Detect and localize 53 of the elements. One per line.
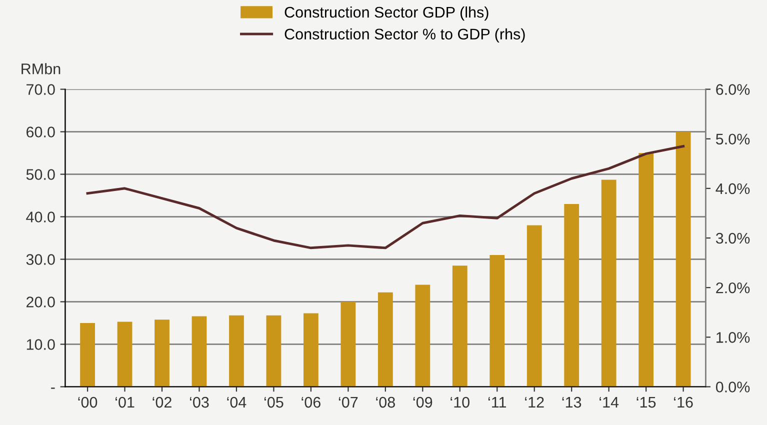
y2-tick-label: 4.0% — [716, 183, 750, 194]
x-tick-label: ‘14 — [600, 397, 619, 408]
x-tick-label: ‘12 — [525, 396, 544, 408]
y-tick-label: 60.0 — [26, 126, 55, 138]
x-tick-label: ‘01 — [116, 396, 134, 408]
bar — [117, 322, 132, 387]
legend-label: Construction Sector % to GDP (rhs) — [284, 28, 525, 43]
x-tick-label: ‘07 — [338, 396, 358, 408]
bar — [490, 255, 505, 387]
y-tick-label: 40.0 — [26, 212, 55, 222]
y2-tick-label: 3.0% — [716, 232, 750, 244]
y2-tick-label: 1.0% — [716, 332, 750, 343]
x-tick-label: ‘15 — [636, 397, 656, 408]
bar — [266, 315, 282, 387]
bar — [452, 266, 468, 387]
bar — [564, 204, 580, 387]
bar — [340, 302, 356, 387]
y2-tick-label: 5.0% — [716, 134, 750, 145]
y-axis-title: RMbn — [22, 63, 60, 74]
x-tick-label: ‘06 — [302, 396, 320, 408]
x-tick-label: ‘11 — [488, 397, 506, 408]
y-tick-label: 20.0 — [26, 296, 55, 308]
legend-label: Construction Sector GDP (lhs) — [284, 6, 488, 21]
bar — [229, 315, 244, 387]
x-tick-label: ‘16 — [674, 396, 693, 408]
y-tick-label: 30.0 — [26, 254, 55, 265]
y-tick-label: - — [51, 388, 55, 389]
line-series — [86, 145, 685, 250]
x-tick-label: ‘00 — [78, 396, 98, 408]
bar — [415, 284, 430, 387]
bar — [192, 316, 207, 387]
x-tick-label: ‘08 — [376, 396, 395, 408]
y-tick-label: 70.0 — [26, 84, 55, 95]
bar — [304, 313, 318, 387]
bar — [676, 132, 691, 387]
x-tick-label: ‘09 — [413, 396, 432, 408]
y2-tick-label: 6.0% — [716, 84, 750, 95]
bar — [638, 153, 654, 387]
y-tick-label: 50.0 — [26, 169, 55, 180]
x-tick-label: ‘05 — [264, 396, 284, 408]
bar — [378, 292, 393, 387]
bar — [154, 320, 170, 387]
x-tick-label: ‘03 — [190, 396, 209, 408]
bar — [601, 180, 616, 387]
x-tick-label: ‘02 — [152, 396, 172, 408]
bar — [80, 323, 95, 387]
x-tick-label: ‘10 — [450, 396, 470, 408]
x-tick-label: ‘13 — [562, 396, 582, 408]
x-tick-label: ‘04 — [227, 396, 246, 408]
bar — [526, 225, 542, 387]
y2-tick-label: 2.0% — [716, 282, 750, 294]
y2-tick-label: 0.0% — [716, 382, 750, 392]
y-tick-label: 10.0 — [26, 339, 55, 350]
